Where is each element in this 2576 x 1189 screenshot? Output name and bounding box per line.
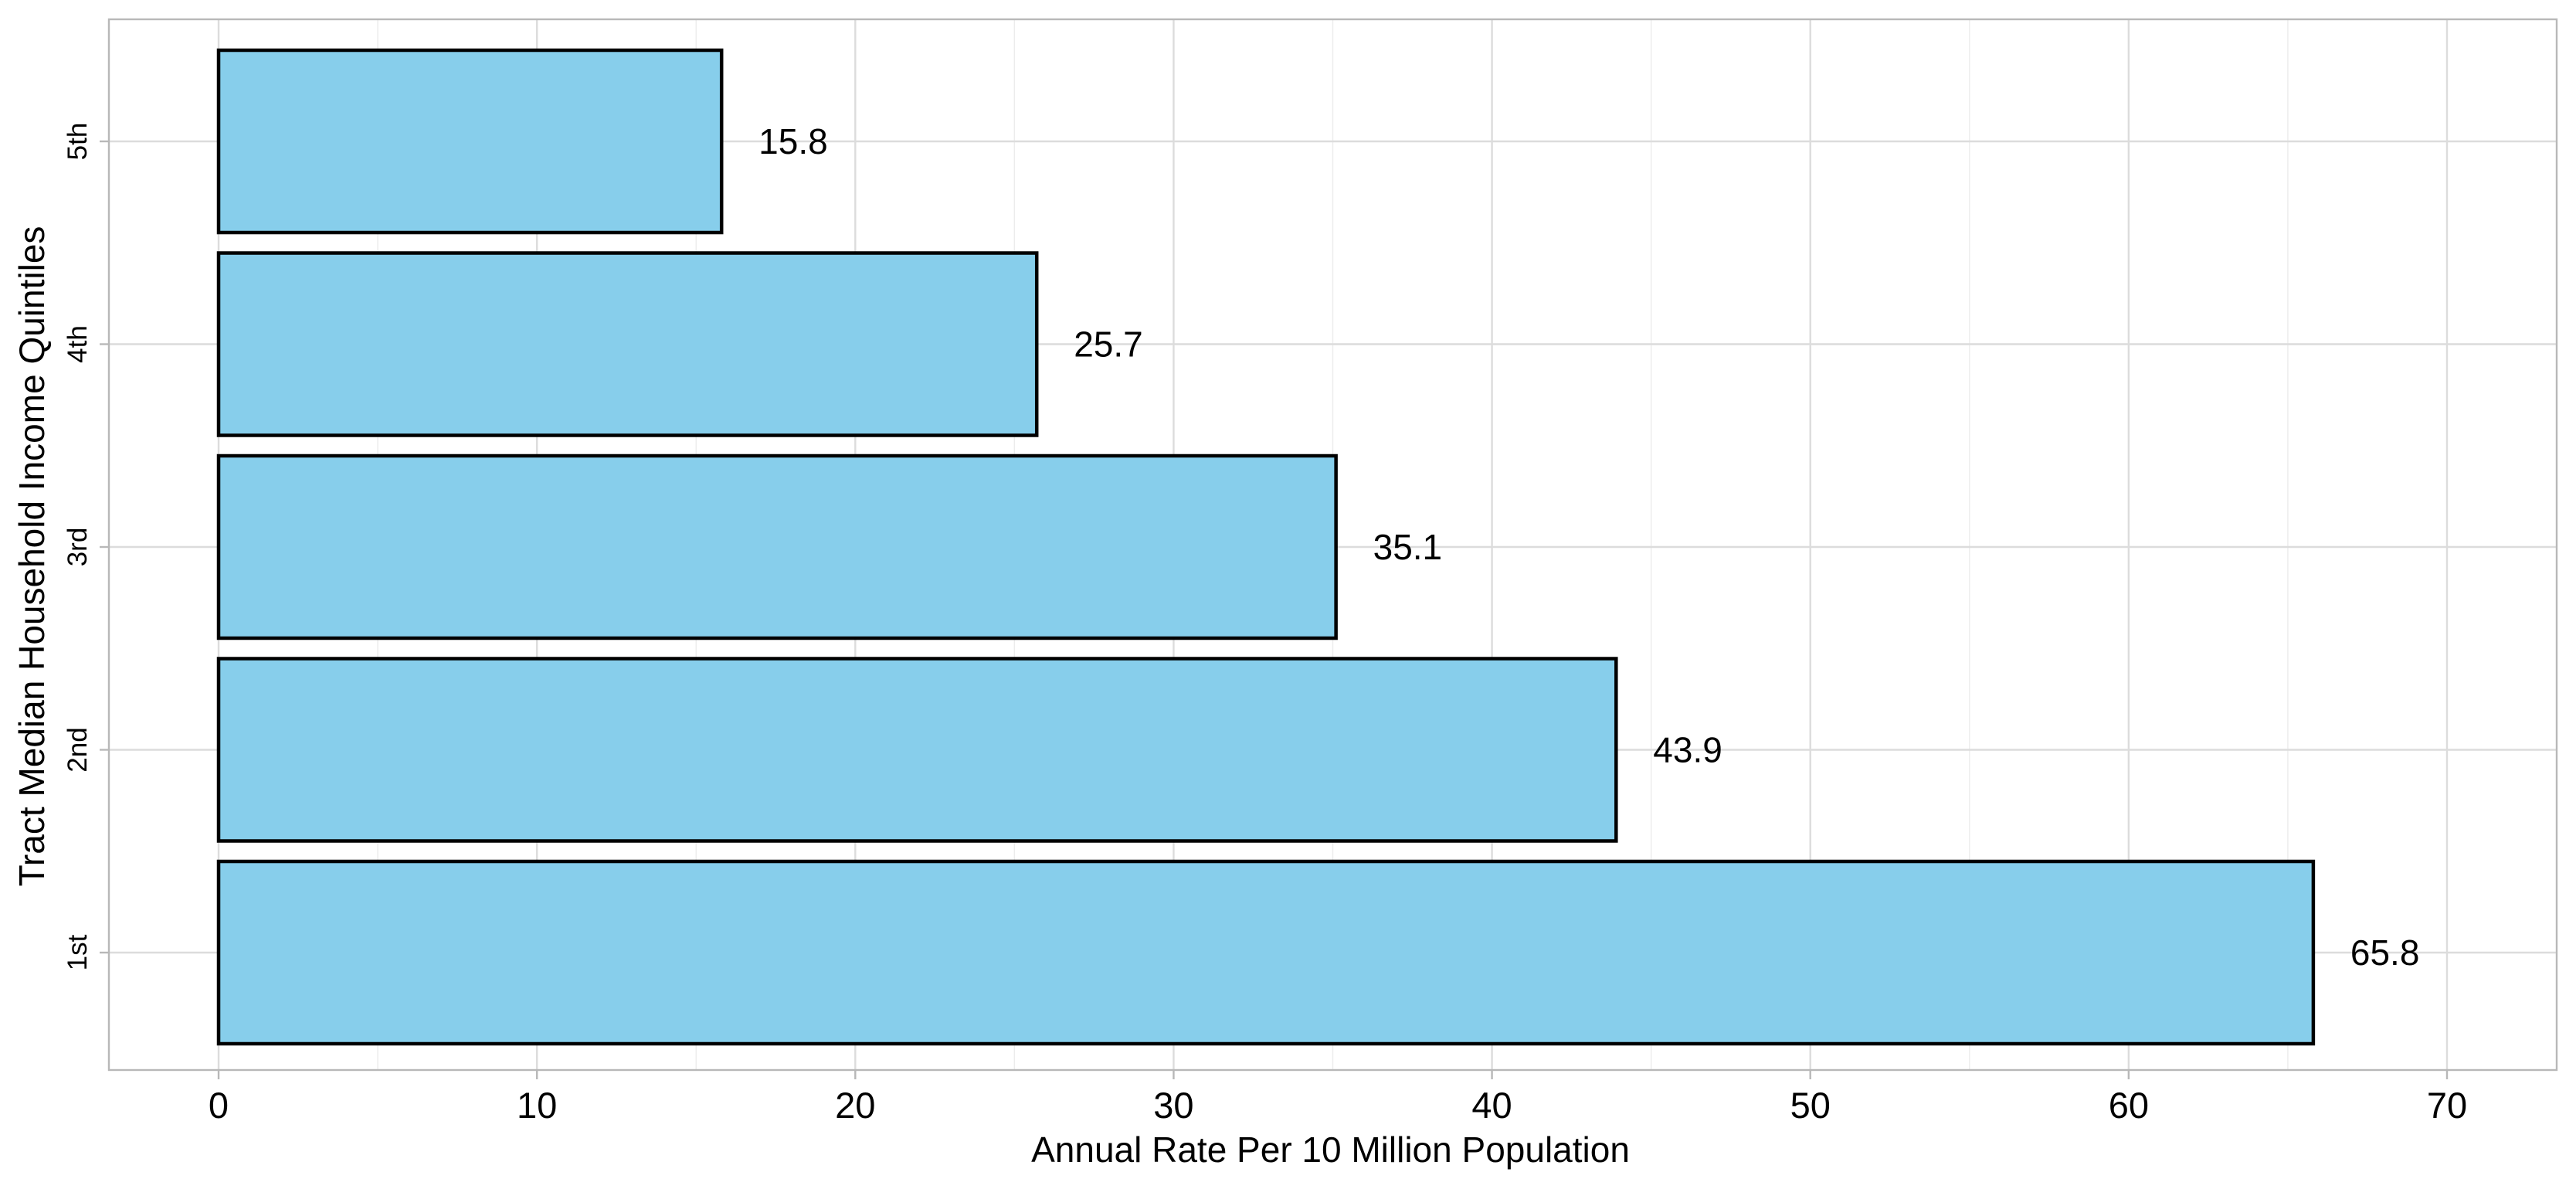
x-tick-label: 70: [2427, 1085, 2467, 1126]
bars: [216, 48, 2316, 1046]
data-label-3rd: 35.1: [1373, 527, 1443, 567]
x-tick-label: 50: [1790, 1085, 1831, 1126]
x-axis-title: Annual Rate Per 10 Million Population: [1031, 1130, 1630, 1170]
x-tick-label: 60: [2109, 1085, 2149, 1126]
data-label-1st: 65.8: [2350, 933, 2420, 973]
data-label-2nd: 43.9: [1653, 730, 1722, 770]
x-tick-label: 0: [209, 1085, 229, 1126]
y-axis-title: Tract Median Household Income Quintiles: [12, 226, 52, 887]
bar-1st: [216, 859, 2316, 1046]
bar-2nd: [216, 657, 1618, 843]
x-tick-label: 30: [1153, 1085, 1193, 1126]
data-label-5th: 15.8: [759, 121, 828, 161]
plot-panel-border: [107, 18, 2558, 1072]
axes: 0 10 20 30 40 50 60 70 1st 2nd 3rd 4th 5th: [63, 123, 2467, 1126]
y-tick-label: 3rd: [63, 528, 93, 567]
x-tick-label: 40: [1471, 1085, 1512, 1126]
bar-3rd: [216, 454, 1338, 640]
x-tick-label: 20: [835, 1085, 875, 1126]
y-tick-label: 5th: [63, 123, 93, 161]
y-tick-label: 4th: [63, 325, 93, 363]
data-label-4th: 25.7: [1074, 324, 1143, 365]
bar-4th: [216, 251, 1039, 437]
y-tick-label: 1st: [63, 934, 93, 970]
y-tick-label: 2nd: [63, 727, 93, 772]
bar-5th: [216, 48, 724, 235]
data-labels: 65.8 43.9 35.1 25.7 15.8: [759, 121, 2419, 973]
x-tick-label: 10: [517, 1085, 557, 1126]
